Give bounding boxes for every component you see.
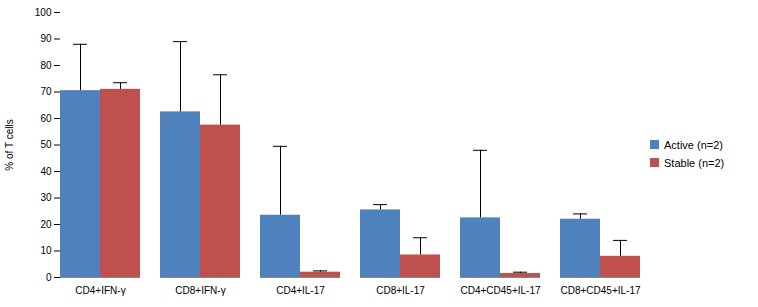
html-text:Stable (n=2): Stable (n=2) — [664, 156, 725, 169]
svg-text:0: 0 — [46, 272, 52, 283]
svg-text:CD4+CD45+IL-17: CD4+CD45+IL-17 — [460, 285, 540, 296]
svg-text:40: 40 — [40, 166, 52, 177]
svg-text:CD8+CD45+IL-17: CD8+CD45+IL-17 — [560, 285, 640, 296]
svg-text:80: 80 — [40, 60, 52, 71]
svg-text:% of T cells: % of T cells — [4, 119, 15, 170]
html-text:Active (n=2): Active (n=2) — [664, 138, 723, 151]
svg-text:100: 100 — [35, 7, 52, 18]
svg-text:CD4+IL-17: CD4+IL-17 — [276, 285, 325, 296]
svg-text:50: 50 — [40, 139, 52, 150]
svg-text:CD8+IFN-γ: CD8+IFN-γ — [175, 285, 225, 296]
svg-text:20: 20 — [40, 219, 52, 230]
svg-text:90: 90 — [40, 33, 52, 44]
svg-text:70: 70 — [40, 86, 52, 97]
svg-text:CD8+IL-17: CD8+IL-17 — [376, 285, 425, 296]
svg-text:30: 30 — [40, 192, 52, 203]
svg-text:10: 10 — [40, 245, 52, 256]
svg-text:60: 60 — [40, 113, 52, 124]
svg-text:CD4+IFN-γ: CD4+IFN-γ — [75, 285, 125, 296]
